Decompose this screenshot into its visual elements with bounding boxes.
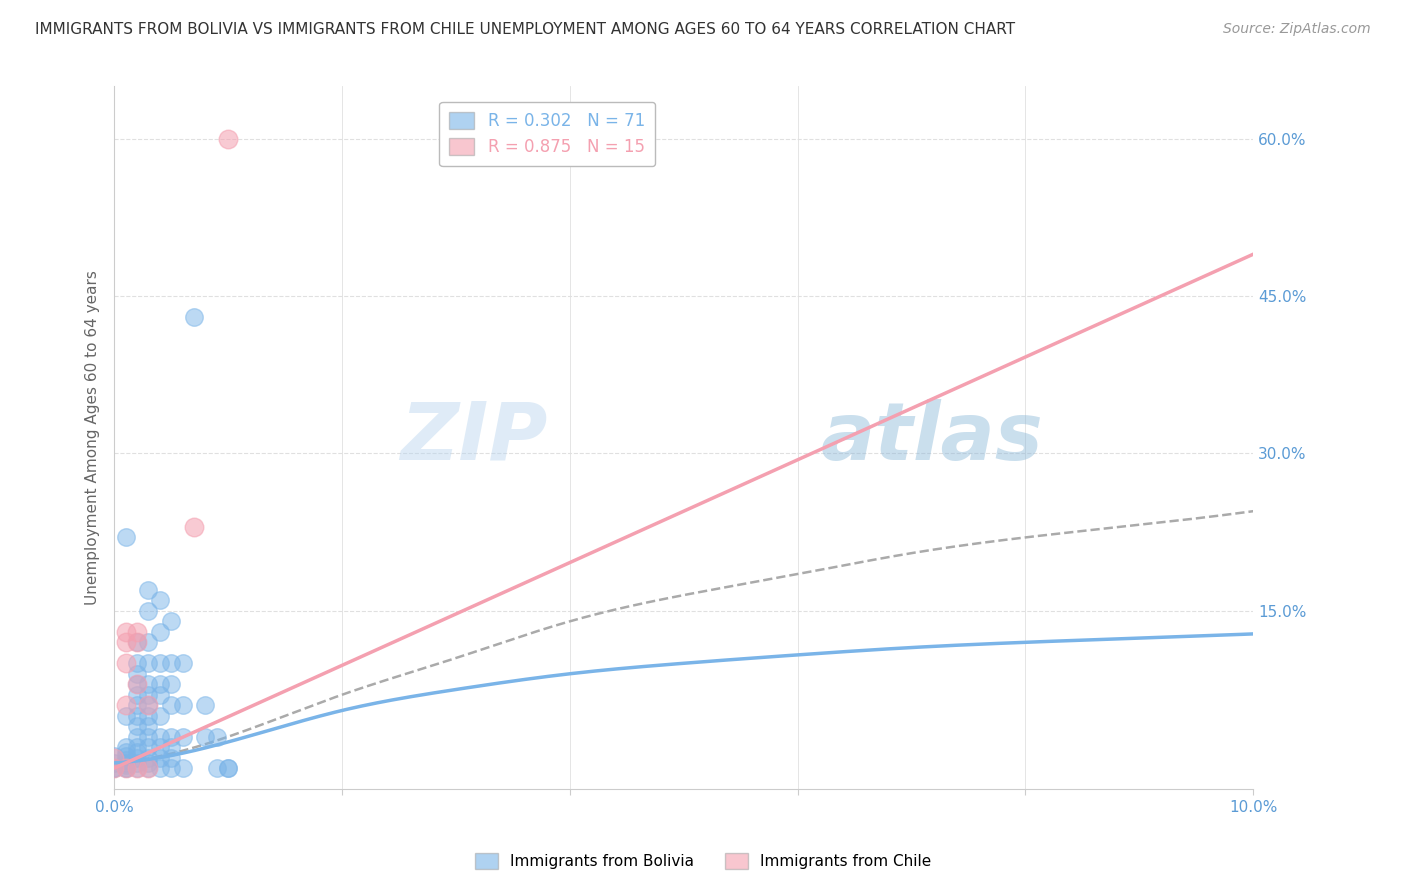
Point bbox=[138, 604, 160, 618]
Point bbox=[114, 624, 136, 639]
Point bbox=[149, 740, 172, 755]
Point bbox=[125, 761, 148, 775]
Point bbox=[138, 635, 160, 649]
Point bbox=[138, 582, 160, 597]
Point bbox=[149, 761, 172, 775]
Point bbox=[125, 746, 148, 760]
Point bbox=[125, 677, 148, 691]
Point bbox=[149, 624, 172, 639]
Point bbox=[138, 730, 160, 744]
Point bbox=[114, 756, 136, 770]
Point bbox=[114, 761, 136, 775]
Point bbox=[114, 635, 136, 649]
Point bbox=[160, 615, 183, 629]
Point bbox=[183, 310, 205, 325]
Point bbox=[138, 698, 160, 713]
Point bbox=[125, 666, 148, 681]
Point bbox=[194, 730, 217, 744]
Point bbox=[172, 730, 194, 744]
Point bbox=[125, 635, 148, 649]
Point bbox=[125, 688, 148, 702]
Point bbox=[103, 748, 125, 763]
Point bbox=[114, 761, 136, 775]
Point bbox=[194, 698, 217, 713]
Point bbox=[114, 708, 136, 723]
Point bbox=[125, 624, 148, 639]
Point bbox=[138, 688, 160, 702]
Y-axis label: Unemployment Among Ages 60 to 64 years: Unemployment Among Ages 60 to 64 years bbox=[86, 270, 100, 605]
Point bbox=[138, 750, 160, 764]
Text: Source: ZipAtlas.com: Source: ZipAtlas.com bbox=[1223, 22, 1371, 37]
Point bbox=[160, 740, 183, 755]
Point bbox=[217, 761, 239, 775]
Point bbox=[114, 746, 136, 760]
Point bbox=[125, 677, 148, 691]
Legend: Immigrants from Bolivia, Immigrants from Chile: Immigrants from Bolivia, Immigrants from… bbox=[468, 847, 938, 875]
Point bbox=[114, 758, 136, 772]
Point bbox=[114, 657, 136, 671]
Point bbox=[160, 761, 183, 775]
Point bbox=[114, 753, 136, 767]
Point bbox=[125, 635, 148, 649]
Point bbox=[160, 698, 183, 713]
Point bbox=[149, 677, 172, 691]
Point bbox=[160, 750, 183, 764]
Text: IMMIGRANTS FROM BOLIVIA VS IMMIGRANTS FROM CHILE UNEMPLOYMENT AMONG AGES 60 TO 6: IMMIGRANTS FROM BOLIVIA VS IMMIGRANTS FR… bbox=[35, 22, 1015, 37]
Point bbox=[217, 761, 239, 775]
Point bbox=[125, 750, 148, 764]
Point bbox=[114, 530, 136, 544]
Point bbox=[138, 756, 160, 770]
Point bbox=[172, 761, 194, 775]
Point bbox=[138, 761, 160, 775]
Point bbox=[125, 698, 148, 713]
Point bbox=[125, 657, 148, 671]
Point bbox=[160, 677, 183, 691]
Point bbox=[149, 593, 172, 607]
Point bbox=[103, 750, 125, 764]
Point bbox=[114, 698, 136, 713]
Point bbox=[125, 740, 148, 755]
Point bbox=[138, 740, 160, 755]
Point bbox=[183, 520, 205, 534]
Point bbox=[114, 748, 136, 763]
Point bbox=[125, 708, 148, 723]
Point bbox=[125, 756, 148, 770]
Point bbox=[114, 740, 136, 755]
Point bbox=[125, 761, 148, 775]
Legend: R = 0.302   N = 71, R = 0.875   N = 15: R = 0.302 N = 71, R = 0.875 N = 15 bbox=[439, 102, 655, 167]
Point bbox=[103, 761, 125, 775]
Point bbox=[205, 761, 228, 775]
Point bbox=[149, 657, 172, 671]
Point bbox=[149, 688, 172, 702]
Point bbox=[160, 657, 183, 671]
Point bbox=[172, 657, 194, 671]
Point bbox=[217, 132, 239, 146]
Text: ZIP: ZIP bbox=[399, 399, 547, 476]
Point bbox=[103, 761, 125, 775]
Point bbox=[160, 730, 183, 744]
Point bbox=[114, 761, 136, 775]
Point bbox=[125, 719, 148, 733]
Point bbox=[138, 698, 160, 713]
Point bbox=[149, 750, 172, 764]
Text: atlas: atlas bbox=[821, 399, 1043, 476]
Point bbox=[138, 719, 160, 733]
Point bbox=[103, 761, 125, 775]
Point bbox=[125, 730, 148, 744]
Point bbox=[138, 657, 160, 671]
Point bbox=[149, 708, 172, 723]
Point bbox=[103, 756, 125, 770]
Point bbox=[172, 698, 194, 713]
Point bbox=[138, 761, 160, 775]
Point bbox=[138, 677, 160, 691]
Point bbox=[205, 730, 228, 744]
Point bbox=[149, 730, 172, 744]
Point bbox=[138, 708, 160, 723]
